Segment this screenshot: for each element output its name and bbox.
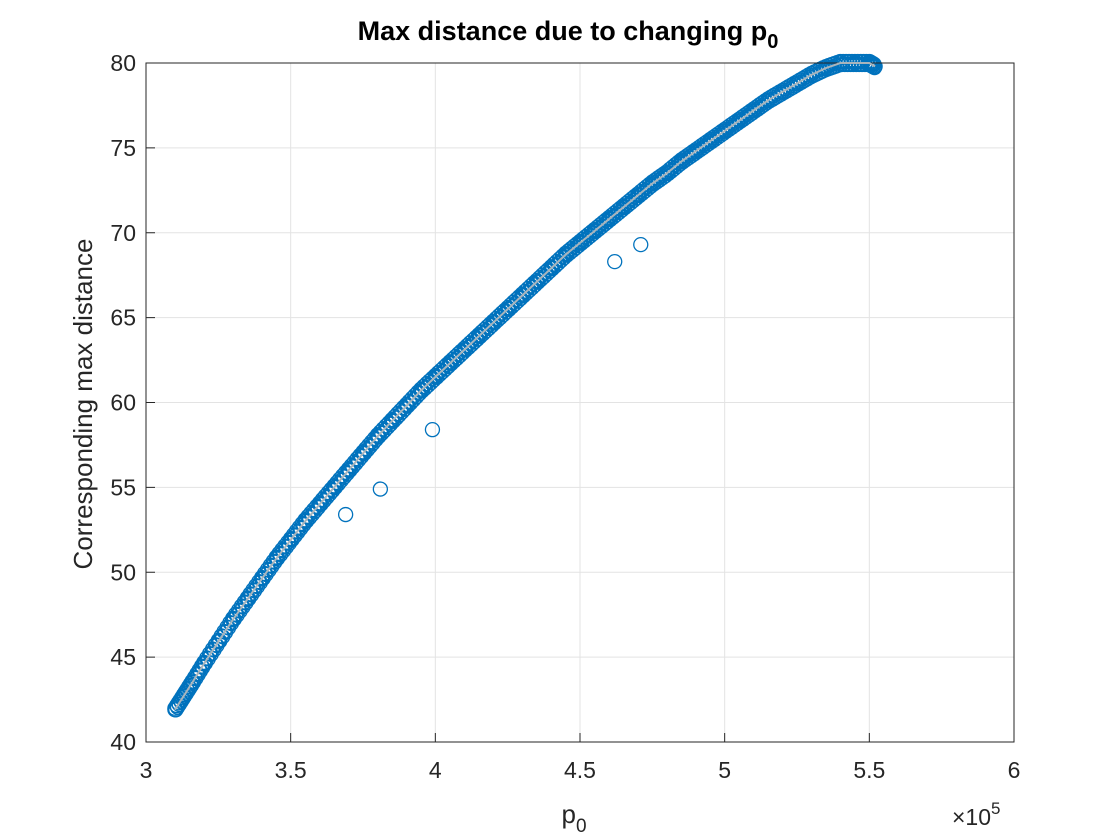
data-point — [372, 481, 389, 497]
data-point — [867, 58, 883, 75]
x-tick-label: 5.5 — [853, 757, 885, 783]
x-tick-labels: 3 3.5 4 4.5 5 5.5 6 — [140, 757, 1021, 783]
data-point — [500, 301, 516, 317]
x-axis-label: p0 — [561, 799, 586, 837]
data-point — [254, 571, 270, 587]
data-point — [471, 328, 487, 344]
data-point — [297, 513, 313, 529]
data-point — [615, 199, 632, 215]
data-point — [456, 342, 472, 358]
data-point — [175, 688, 192, 704]
data-point — [355, 445, 371, 462]
chart-title: Max distance due to changing p0 — [358, 16, 779, 53]
data-point — [607, 253, 623, 270]
y-tick-label: 70 — [110, 220, 136, 246]
data-point — [528, 274, 545, 290]
data-point — [413, 382, 429, 399]
y-tick-label: 55 — [110, 474, 136, 500]
data-point — [424, 422, 441, 438]
data-point — [673, 153, 689, 170]
data-point — [731, 113, 747, 129]
data-point — [601, 211, 617, 227]
data-point — [745, 102, 762, 119]
data-point — [543, 260, 559, 277]
y-axis-label: Corresponding max distance — [68, 239, 98, 570]
tick-marks — [145, 62, 1015, 743]
x-tick-label: 3.5 — [275, 757, 307, 783]
data-point — [644, 175, 660, 192]
data-point — [774, 84, 791, 100]
x-tick-label: 4 — [429, 757, 442, 783]
data-point — [717, 123, 733, 139]
data-point — [760, 92, 776, 108]
data-point — [630, 187, 646, 204]
y-tick-label: 65 — [110, 305, 136, 331]
data-point — [789, 75, 805, 92]
data-point — [818, 60, 834, 76]
x-exponent-label: ×105 — [952, 799, 1000, 830]
data-point — [326, 479, 342, 496]
fit-line-group — [174, 62, 876, 711]
data-point — [283, 532, 299, 548]
series-line — [174, 62, 876, 711]
x-tick-label: 5 — [718, 757, 731, 783]
data-point — [514, 287, 530, 304]
data-point — [572, 235, 588, 251]
data-point — [702, 133, 718, 149]
data-point — [239, 591, 255, 608]
data-point — [557, 247, 574, 263]
data-point — [340, 462, 357, 479]
y-tick-label: 45 — [110, 644, 136, 670]
data-points — [167, 53, 883, 718]
y-tick-label: 80 — [110, 50, 136, 76]
data-point — [337, 506, 354, 523]
data-point — [803, 67, 820, 83]
x-tick-label: 3 — [140, 757, 153, 783]
data-point — [398, 398, 415, 414]
data-point — [184, 674, 200, 691]
y-tick-label: 75 — [110, 135, 136, 161]
data-point — [311, 496, 328, 513]
x-tick-label: 4.5 — [564, 757, 596, 783]
y-tick-label: 50 — [110, 559, 136, 585]
data-point — [688, 143, 704, 159]
data-point — [268, 551, 284, 567]
data-point — [225, 612, 241, 628]
y-tick-labels: 40 45 50 55 60 65 70 75 80 — [110, 50, 136, 755]
data-point — [167, 702, 183, 718]
data-point — [384, 413, 400, 429]
data-point — [659, 165, 675, 181]
data-point — [427, 369, 443, 385]
data-point — [196, 656, 212, 672]
data-point — [485, 315, 501, 331]
y-tick-label: 40 — [110, 729, 136, 755]
data-point — [369, 428, 386, 445]
data-point — [633, 236, 649, 253]
x-tick-label: 6 — [1008, 757, 1021, 783]
data-point — [442, 355, 458, 372]
data-point — [586, 223, 603, 239]
y-tick-label: 60 — [110, 390, 136, 416]
data-point — [210, 634, 226, 650]
